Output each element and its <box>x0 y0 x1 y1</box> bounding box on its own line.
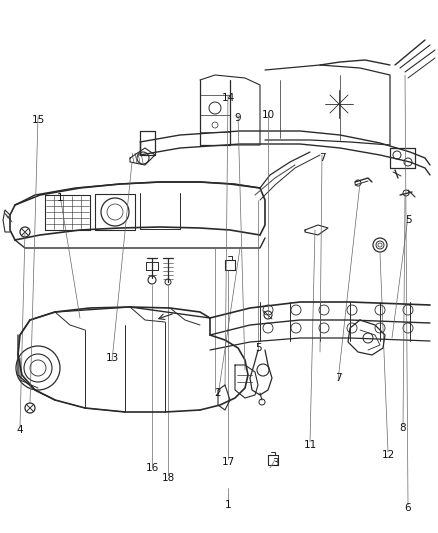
Text: 1: 1 <box>225 500 231 510</box>
Text: 2: 2 <box>215 388 221 398</box>
Circle shape <box>148 276 156 284</box>
Text: 7: 7 <box>319 153 325 163</box>
Text: 16: 16 <box>145 463 159 473</box>
Text: 3: 3 <box>272 458 278 468</box>
Text: 12: 12 <box>381 450 395 460</box>
Text: 18: 18 <box>161 473 175 483</box>
Text: 8: 8 <box>400 423 406 433</box>
Text: 15: 15 <box>32 115 45 125</box>
Text: 11: 11 <box>304 440 317 450</box>
Text: 5: 5 <box>254 343 261 353</box>
Text: 1: 1 <box>57 193 64 203</box>
Text: 9: 9 <box>235 113 241 123</box>
Text: 14: 14 <box>221 93 235 103</box>
Text: 6: 6 <box>405 503 411 513</box>
Text: 17: 17 <box>221 457 235 467</box>
Text: 13: 13 <box>106 353 119 363</box>
Text: 4: 4 <box>17 425 23 435</box>
Text: 10: 10 <box>261 110 275 120</box>
Text: 7: 7 <box>335 373 341 383</box>
Text: 5: 5 <box>405 215 411 225</box>
